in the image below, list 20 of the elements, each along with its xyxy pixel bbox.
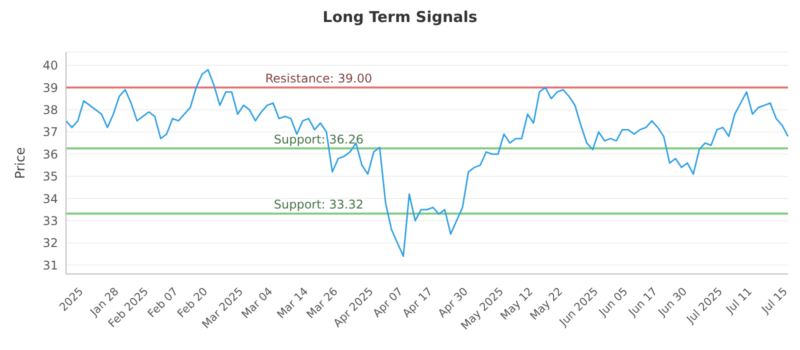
y-tick-label: 39 (42, 80, 58, 95)
y-tick-label: 34 (42, 192, 58, 206)
y-axis-title: Price (14, 147, 29, 179)
x-tick-label: Apr 17 (400, 284, 436, 320)
x-tick-label: Jul 15 (758, 284, 790, 317)
line-series (65, 69, 789, 257)
y-tick-label: 33 (42, 214, 58, 228)
y-tick-label: 37 (42, 125, 58, 140)
ref-line-label: Resistance: 39.00 (265, 72, 372, 86)
chart-title: Long Term Signals (322, 8, 478, 26)
y-tick-label: 36 (42, 147, 58, 162)
ref-line-label: Support: 36.26 (274, 132, 364, 146)
x-tick-label: Jun 05 (596, 284, 630, 320)
y-tick-label: 40 (42, 58, 58, 73)
x-tick-label: Jul 11 (722, 284, 755, 317)
y-tick-label: 31 (42, 258, 58, 272)
y-tick-label: 38 (42, 102, 58, 117)
y-tick-label: 35 (42, 170, 58, 184)
y-tick-label: 32 (42, 236, 58, 250)
ref-line-label: Support: 33.32 (274, 198, 364, 212)
